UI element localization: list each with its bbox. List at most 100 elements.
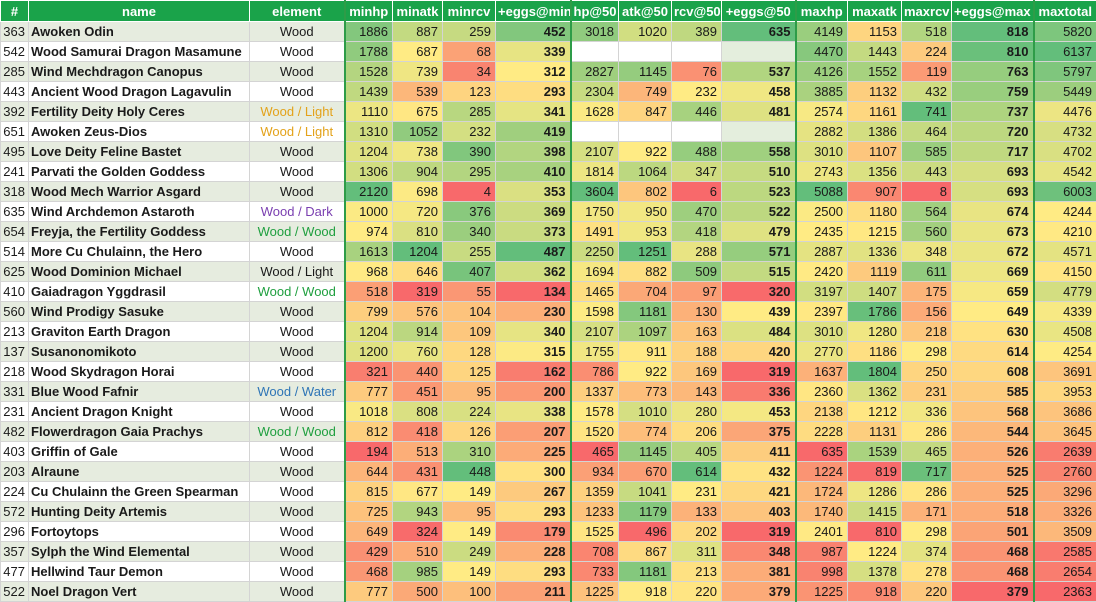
eggs50-cell[interactable]: 379 [721, 581, 796, 602]
hp50-cell[interactable]: 1520 [569, 421, 619, 442]
name-cell[interactable]: Alraune [28, 461, 250, 482]
eggs-min-cell[interactable]: 339 [495, 41, 571, 62]
maxtotal-cell[interactable]: 2363 [1032, 581, 1096, 602]
column-header[interactable]: +eggs@50 [721, 0, 796, 22]
name-cell[interactable]: Wood Mech Warrior Asgard [28, 181, 250, 202]
eggs-max-cell[interactable]: 810 [951, 41, 1034, 62]
eggs50-cell[interactable]: 381 [721, 561, 796, 582]
rcv50-cell[interactable]: 231 [671, 481, 722, 502]
element-cell[interactable]: Wood [249, 81, 345, 102]
atk50-cell[interactable]: 911 [618, 341, 672, 362]
rcv50-cell[interactable]: 97 [671, 281, 722, 302]
atk50-cell[interactable]: 1145 [618, 441, 672, 462]
maxhp-cell[interactable]: 1224 [794, 461, 848, 482]
eggs-min-cell[interactable]: 207 [495, 421, 571, 442]
atk50-cell[interactable]: 953 [618, 221, 672, 242]
name-cell[interactable]: Awoken Zeus-Dios [28, 121, 250, 142]
maxtotal-cell[interactable]: 4702 [1032, 141, 1096, 162]
eggs-min-cell[interactable]: 293 [495, 81, 571, 102]
element-cell[interactable]: Wood / Dark [249, 201, 345, 222]
name-cell[interactable]: Wood Dominion Michael [28, 261, 250, 282]
maxrcv-cell[interactable]: 119 [901, 61, 952, 82]
maxhp-cell[interactable]: 5088 [794, 181, 848, 202]
minrcv-cell[interactable]: 310 [442, 441, 496, 462]
maxatk-cell[interactable]: 1356 [847, 161, 902, 182]
rcv50-cell[interactable]: 169 [671, 361, 722, 382]
column-header[interactable]: maxatk [847, 0, 902, 22]
maxtotal-cell[interactable]: 3953 [1032, 381, 1096, 402]
maxtotal-cell[interactable]: 3686 [1032, 401, 1096, 422]
element-cell[interactable]: Wood [249, 61, 345, 82]
eggs-max-cell[interactable]: 763 [951, 61, 1034, 82]
eggs-min-cell[interactable]: 369 [495, 201, 571, 222]
maxatk-cell[interactable]: 1107 [847, 141, 902, 162]
hp50-cell[interactable]: 786 [569, 361, 619, 382]
eggs-min-cell[interactable]: 225 [495, 441, 571, 462]
atk50-cell[interactable]: 749 [618, 81, 672, 102]
minatk-cell[interactable]: 943 [392, 501, 443, 522]
maxatk-cell[interactable]: 1378 [847, 561, 902, 582]
column-header[interactable]: element [249, 0, 345, 22]
hp50-cell[interactable]: 1814 [569, 161, 619, 182]
hp50-cell[interactable]: 465 [569, 441, 619, 462]
hp50-cell[interactable] [569, 41, 619, 62]
element-cell[interactable]: Wood [249, 441, 345, 462]
name-cell[interactable]: Freyja, the Fertility Goddess [28, 221, 250, 242]
maxrcv-cell[interactable]: 8 [901, 181, 952, 202]
rcv50-cell[interactable]: 133 [671, 501, 722, 522]
minhp-cell[interactable]: 1204 [343, 321, 393, 342]
minhp-cell[interactable]: 1204 [343, 141, 393, 162]
minhp-cell[interactable]: 1306 [343, 161, 393, 182]
eggs-min-cell[interactable]: 362 [495, 261, 571, 282]
minhp-cell[interactable]: 518 [343, 281, 393, 302]
atk50-cell[interactable]: 867 [618, 541, 672, 562]
minhp-cell[interactable]: 777 [343, 581, 393, 602]
eggs-max-cell[interactable]: 673 [951, 221, 1034, 242]
maxtotal-cell[interactable]: 6003 [1032, 181, 1096, 202]
maxhp-cell[interactable]: 1637 [794, 361, 848, 382]
minhp-cell[interactable]: 429 [343, 541, 393, 562]
rcv50-cell[interactable]: 288 [671, 241, 722, 262]
column-header[interactable]: maxhp [794, 0, 848, 22]
element-cell[interactable]: Wood / Wood [249, 281, 345, 302]
element-cell[interactable]: Wood [249, 41, 345, 62]
hp50-cell[interactable]: 1628 [569, 101, 619, 122]
hp50-cell[interactable]: 1578 [569, 401, 619, 422]
maxtotal-cell[interactable]: 3296 [1032, 481, 1096, 502]
element-cell[interactable]: Wood [249, 321, 345, 342]
hp50-cell[interactable]: 1225 [569, 581, 619, 602]
minatk-cell[interactable]: 418 [392, 421, 443, 442]
maxrcv-cell[interactable]: 443 [901, 161, 952, 182]
maxhp-cell[interactable]: 635 [794, 441, 848, 462]
maxrcv-cell[interactable]: 465 [901, 441, 952, 462]
rcv50-cell[interactable]: 446 [671, 101, 722, 122]
maxrcv-cell[interactable]: 298 [901, 521, 952, 542]
eggs-max-cell[interactable]: 672 [951, 241, 1034, 262]
maxtotal-cell[interactable]: 6137 [1032, 41, 1096, 62]
rcv50-cell[interactable]: 405 [671, 441, 722, 462]
maxhp-cell[interactable]: 2397 [794, 301, 848, 322]
eggs-min-cell[interactable]: 373 [495, 221, 571, 242]
minhp-cell[interactable]: 777 [343, 381, 393, 402]
eggs-max-cell[interactable]: 759 [951, 81, 1034, 102]
eggs50-cell[interactable]: 421 [721, 481, 796, 502]
name-cell[interactable]: Sylph the Wind Elemental [28, 541, 250, 562]
eggs-max-cell[interactable]: 674 [951, 201, 1034, 222]
maxtotal-cell[interactable]: 4571 [1032, 241, 1096, 262]
atk50-cell[interactable]: 1097 [618, 321, 672, 342]
eggs50-cell[interactable]: 453 [721, 401, 796, 422]
maxrcv-cell[interactable]: 336 [901, 401, 952, 422]
eggs-max-cell[interactable]: 614 [951, 341, 1034, 362]
minrcv-cell[interactable]: 448 [442, 461, 496, 482]
eggs-max-cell[interactable]: 669 [951, 261, 1034, 282]
hp50-cell[interactable]: 733 [569, 561, 619, 582]
maxrcv-cell[interactable]: 611 [901, 261, 952, 282]
atk50-cell[interactable]: 670 [618, 461, 672, 482]
id-cell[interactable]: 572 [0, 501, 29, 522]
maxtotal-cell[interactable]: 2760 [1032, 461, 1096, 482]
eggs-min-cell[interactable]: 353 [495, 181, 571, 202]
minatk-cell[interactable]: 324 [392, 521, 443, 542]
maxhp-cell[interactable]: 2435 [794, 221, 848, 242]
eggs-max-cell[interactable]: 720 [951, 121, 1034, 142]
minhp-cell[interactable]: 1200 [343, 341, 393, 362]
